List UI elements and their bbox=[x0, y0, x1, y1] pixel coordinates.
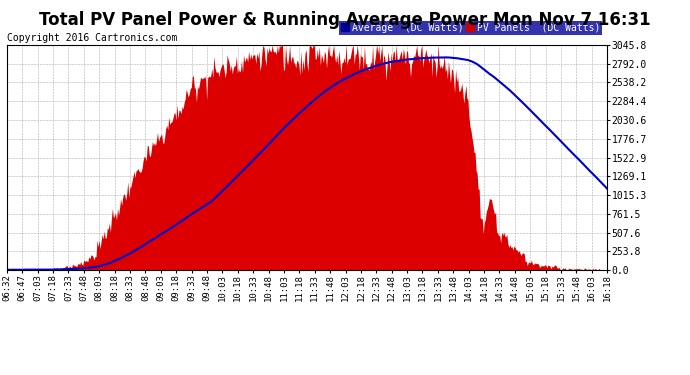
Text: Copyright 2016 Cartronics.com: Copyright 2016 Cartronics.com bbox=[7, 33, 177, 43]
Legend: Average  (DC Watts), PV Panels  (DC Watts): Average (DC Watts), PV Panels (DC Watts) bbox=[339, 21, 602, 34]
Text: Total PV Panel Power & Running Average Power Mon Nov 7 16:31: Total PV Panel Power & Running Average P… bbox=[39, 11, 651, 29]
